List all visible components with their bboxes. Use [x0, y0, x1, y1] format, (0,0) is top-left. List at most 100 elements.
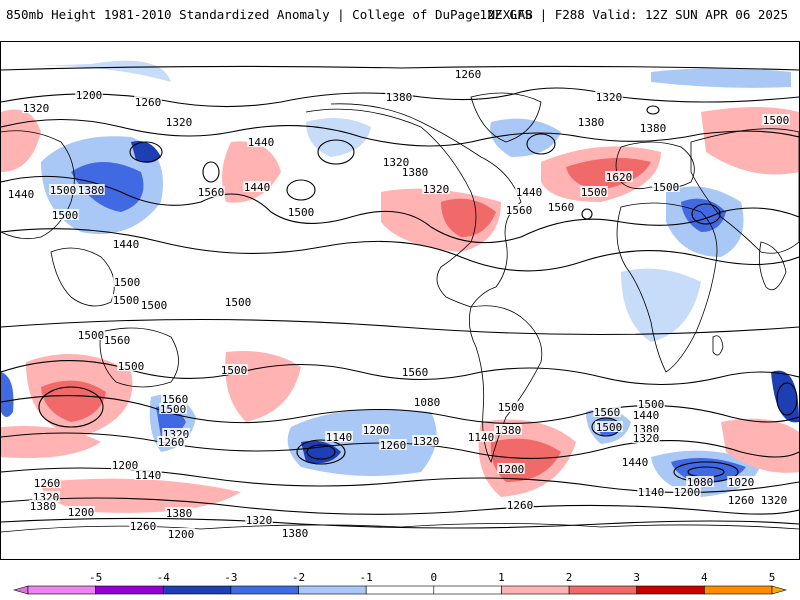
contour-label-bg [637, 486, 665, 497]
anomaly-region [681, 198, 726, 232]
coastline-south-america [468, 305, 543, 464]
contour-label-bg [224, 296, 252, 307]
contour-label: 1260 [728, 494, 755, 507]
contour-label: 1320 [761, 494, 788, 507]
contour-label: 1560 [104, 334, 131, 347]
contour-label-bg [580, 186, 608, 197]
contour-label: 1500 [52, 209, 79, 222]
contour-label: 1380 [578, 116, 605, 129]
coastline-australia [99, 327, 179, 388]
contour-closed [526, 133, 556, 155]
contour-label: 1560 [594, 406, 621, 419]
contour-label: 1320 [246, 514, 273, 527]
contour-label: 1320 [383, 156, 410, 169]
contour-label-bg [162, 428, 190, 439]
contour-label-bg [247, 136, 275, 147]
colorbar-tick-label: -4 [157, 571, 171, 584]
contour-label: 1500 [141, 299, 168, 312]
contour-closed [306, 444, 336, 460]
contour-label-bg [165, 116, 193, 127]
colorbar-tick-label: 4 [701, 571, 708, 584]
coastline-east-asia [1, 130, 75, 240]
coastline-india [758, 241, 787, 291]
colorbar-tick-labels: -5 -4 -3 -2 -1 0 1 2 3 4 5 [89, 571, 775, 584]
contour-label: 1500 [596, 421, 623, 434]
contour-label: 1440 [244, 181, 271, 194]
contour-closed [286, 179, 316, 201]
contour-label-bg [497, 401, 525, 412]
contour-label-bg [103, 334, 131, 345]
colorbar-bin [162, 585, 232, 595]
contour-label-bg [111, 459, 139, 470]
contour-label: 1260 [158, 436, 185, 449]
anomaly-region [771, 370, 799, 423]
contour-label-bg [637, 398, 665, 409]
contour-label-bg [494, 424, 522, 435]
colorbar-bin [298, 585, 367, 595]
contour-label: 1500 [113, 294, 140, 307]
contour-label: 1500 [288, 206, 315, 219]
colorbar-tick-label: 3 [633, 571, 640, 584]
contour-label: 1200 [76, 89, 103, 102]
colorbar-tick-label: 2 [566, 571, 573, 584]
contour-label: 1380 [78, 184, 105, 197]
colorbar-tick-label: -5 [89, 571, 102, 584]
contour-label-bg [727, 494, 755, 505]
contour-label: 1500 [114, 276, 141, 289]
contour-label-bg [413, 396, 441, 407]
contour-line [1, 65, 799, 71]
contour-label: 1320 [423, 183, 450, 196]
contour-label: 1500 [78, 329, 105, 342]
contour-label-bg [49, 184, 77, 195]
contour-closed [691, 203, 721, 225]
contour-label: 1200 [498, 463, 525, 476]
contour-label: 1380 [166, 507, 193, 520]
contour-label: 1380 [640, 122, 667, 135]
colorbar-bin [433, 585, 502, 595]
contour-line [1, 228, 799, 272]
coastlines [1, 92, 799, 533]
contour-label: 1140 [468, 431, 495, 444]
contour-label: 1260 [507, 499, 534, 512]
contour-label: 1200 [363, 424, 390, 437]
contour-label: 1380 [386, 91, 413, 104]
contour-label-bg [762, 114, 790, 125]
contour-label-bg [165, 507, 193, 518]
anomaly-region [1, 109, 41, 172]
contour-label: 1500 [653, 181, 680, 194]
contour-label-bg [632, 423, 660, 434]
contour-label: 1380 [282, 527, 309, 540]
negative-anomaly-shading [1, 60, 799, 497]
colorbar-bin [95, 585, 164, 595]
contour-label-bg [401, 166, 429, 177]
contour-label-bg [32, 491, 60, 502]
contour-label-bg [673, 486, 701, 497]
contour-label: 1440 [113, 238, 140, 251]
colorbar-tick-label: -3 [224, 571, 237, 584]
contour-label: 1440 [516, 186, 543, 199]
contour-closed [38, 386, 104, 428]
anomaly-region [651, 68, 791, 88]
contour-label: 1620 [606, 171, 633, 184]
contour-label-bg [379, 439, 407, 450]
contour-label-bg [159, 403, 187, 414]
contour-label: 1080 [414, 396, 441, 409]
contour-label-bg [497, 463, 525, 474]
colorbar-bin [230, 585, 299, 595]
contour-label: 1560 [162, 393, 189, 406]
contour-label-bg [29, 500, 57, 511]
contour-label-bg [75, 89, 103, 100]
contour-label: 1260 [130, 520, 157, 533]
contour-label: 1320 [166, 116, 193, 129]
contour-label-bg [454, 68, 482, 79]
colorbar-bins [12, 585, 788, 595]
contour-label: 1560 [198, 186, 225, 199]
contour-label-bg [382, 156, 410, 167]
colorbar-tick-label: 1 [498, 571, 505, 584]
colorbar-tick-label: 0 [431, 571, 438, 584]
contour-label: 1560 [402, 366, 429, 379]
contour-label-bg [77, 184, 105, 195]
contour-label: 1260 [135, 96, 162, 109]
contour-label-bg [167, 528, 195, 539]
map-title: 850mb Height 1981-2010 Standardized Anom… [6, 7, 533, 22]
